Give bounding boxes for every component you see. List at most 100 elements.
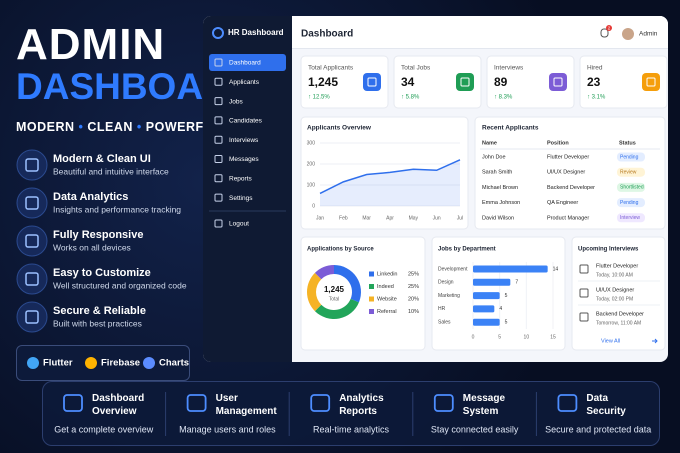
legend-swatch (369, 296, 374, 302)
y-tick-label: 0 (312, 203, 315, 209)
bottom-title-line: Dashboard (92, 393, 144, 404)
status: Pending (620, 200, 639, 206)
stat-change: ↑ 3.1% (587, 95, 606, 101)
value-label: 7 (515, 280, 518, 286)
user-name: Admin (639, 31, 658, 38)
legend-label: Referral (377, 309, 397, 315)
bottom-title-line: Analytics (339, 393, 384, 404)
nav-item: Reports (229, 176, 253, 183)
tech-icon (143, 357, 155, 369)
feature-glyph (25, 158, 39, 172)
status: Pending (620, 154, 639, 160)
badge-count: 2 (608, 26, 611, 31)
status-badge (617, 152, 645, 162)
bar (473, 278, 511, 286)
stat-icon (363, 73, 381, 91)
bottom-desc: Secure and protected data (545, 424, 651, 434)
stat-change: ↑ 5.8% (401, 95, 420, 101)
stat-glyph (367, 77, 377, 87)
cell: John Doe (482, 154, 506, 160)
nav-item: Messages (229, 156, 259, 163)
card (300, 236, 426, 351)
nav-icon (214, 77, 223, 86)
pie-slice (314, 265, 334, 280)
tech-label: Firebase (101, 358, 140, 369)
chart-title: Jobs by Department (438, 247, 496, 253)
feature-glyph (25, 196, 39, 210)
avatar (622, 28, 634, 40)
feature-desc: Works on all devices (53, 242, 131, 252)
card-title: Upcoming Interviews (578, 247, 639, 253)
legend-label: Indeed (377, 284, 394, 290)
nav-active (209, 54, 286, 71)
value-label: 5 (505, 293, 508, 299)
status: Review (620, 170, 637, 176)
nav-item: Jobs (229, 98, 243, 105)
bar (473, 305, 495, 313)
nav-item: Interviews (229, 137, 259, 144)
x-tick-label: Mar (362, 215, 371, 221)
arrow (652, 338, 658, 344)
bar (473, 292, 500, 300)
interview-role: Flutter Developer (596, 263, 638, 269)
stat-icon (549, 73, 567, 91)
bottom-title: Analytics Reports (339, 393, 384, 417)
column-header: Status (619, 140, 636, 146)
value-label: 25% (408, 284, 419, 290)
stat-value: 23 (587, 75, 601, 89)
feature-title: Easy to Customize (53, 267, 151, 279)
status-badge (617, 167, 645, 177)
feature-icon (16, 263, 48, 295)
cell: Emma Johnson (482, 200, 520, 206)
y-tick-label: HR (438, 306, 446, 312)
y-tick-label: 300 (307, 140, 316, 146)
tech-box (16, 345, 190, 381)
stat-glyph (646, 77, 656, 87)
interview-time: Tomorrow, 11:00 AM (596, 320, 641, 326)
stat-label: Total Jobs (401, 65, 431, 72)
feature-icon (16, 225, 48, 257)
bottom-title-line: System (463, 406, 499, 417)
nav-item: Applicants (229, 79, 260, 86)
center-sublabel: Total (329, 296, 340, 302)
cell: Sarah Smith (482, 170, 512, 176)
status-badge (617, 198, 645, 208)
bottom-icon (557, 394, 578, 412)
nav-item: Candidates (229, 118, 263, 125)
nav-item: Dashboard (229, 60, 261, 67)
bottom-title-line: Overview (92, 406, 137, 417)
nav-item: Logout (229, 221, 249, 228)
feature-title: Data Analytics (53, 191, 128, 203)
x-tick-label: Apr (386, 215, 394, 221)
hero-title: ADMIN (16, 20, 166, 69)
stat-value: 34 (401, 75, 415, 89)
legend-swatch (369, 271, 374, 277)
interview-role: UI/UX Designer (596, 287, 634, 293)
brand: HR Dashboard (228, 28, 284, 37)
cell: Flutter Developer (547, 154, 589, 160)
pie-slice (306, 272, 322, 312)
column-header: Position (547, 140, 569, 146)
tagline-word: MODERN (16, 120, 75, 134)
topbar (292, 16, 668, 49)
feature-desc: Beautiful and intuitive interface (53, 166, 169, 176)
center-label: 1,245 (324, 285, 345, 294)
x-tick-label: Jan (316, 215, 324, 221)
bottom-icon (310, 394, 331, 412)
view-all-link[interactable]: View All (601, 338, 620, 344)
page-title: Dashboard (301, 29, 353, 40)
tech-icon (85, 357, 97, 369)
cell: Michael Brown (482, 185, 518, 191)
tech-icon (27, 357, 39, 369)
card (300, 55, 389, 109)
feature-desc: Built with best practices (53, 318, 142, 328)
bottom-icon (63, 394, 83, 412)
bottom-strip (42, 381, 660, 446)
bottom-icon (433, 394, 454, 412)
legend-label: Website (377, 296, 397, 302)
bottom-title-line: Reports (339, 406, 377, 417)
card (571, 236, 666, 351)
value-label: 4 (499, 306, 502, 312)
